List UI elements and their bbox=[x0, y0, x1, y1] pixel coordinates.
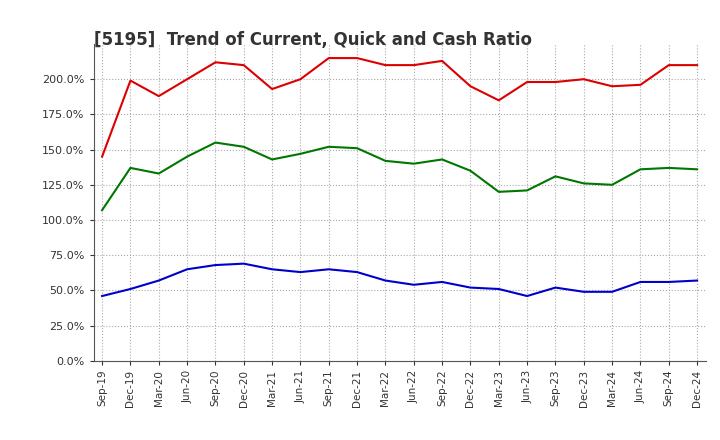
Quick Ratio bbox=[523, 188, 531, 193]
Quick Ratio bbox=[438, 157, 446, 162]
Line: Quick Ratio: Quick Ratio bbox=[102, 143, 697, 210]
Cash Ratio bbox=[325, 267, 333, 272]
Current Ratio bbox=[410, 62, 418, 68]
Quick Ratio bbox=[495, 189, 503, 194]
Quick Ratio bbox=[636, 167, 644, 172]
Current Ratio bbox=[636, 82, 644, 88]
Text: [5195]  Trend of Current, Quick and Cash Ratio: [5195] Trend of Current, Quick and Cash … bbox=[94, 31, 531, 49]
Current Ratio bbox=[268, 86, 276, 92]
Quick Ratio bbox=[296, 151, 305, 157]
Current Ratio bbox=[608, 84, 616, 89]
Cash Ratio bbox=[693, 278, 701, 283]
Quick Ratio bbox=[381, 158, 390, 164]
Cash Ratio bbox=[98, 293, 107, 299]
Current Ratio bbox=[693, 62, 701, 68]
Quick Ratio bbox=[183, 154, 192, 159]
Current Ratio bbox=[381, 62, 390, 68]
Current Ratio bbox=[353, 55, 361, 61]
Cash Ratio bbox=[155, 278, 163, 283]
Current Ratio bbox=[183, 77, 192, 82]
Quick Ratio bbox=[466, 168, 474, 173]
Cash Ratio bbox=[608, 289, 616, 294]
Current Ratio bbox=[126, 78, 135, 83]
Current Ratio bbox=[296, 77, 305, 82]
Current Ratio bbox=[495, 98, 503, 103]
Quick Ratio bbox=[551, 174, 559, 179]
Current Ratio bbox=[240, 62, 248, 68]
Quick Ratio bbox=[410, 161, 418, 166]
Current Ratio bbox=[580, 77, 588, 82]
Current Ratio bbox=[523, 79, 531, 84]
Cash Ratio bbox=[466, 285, 474, 290]
Cash Ratio bbox=[580, 289, 588, 294]
Cash Ratio bbox=[410, 282, 418, 287]
Current Ratio bbox=[155, 93, 163, 99]
Cash Ratio bbox=[636, 279, 644, 285]
Current Ratio bbox=[325, 55, 333, 61]
Quick Ratio bbox=[608, 182, 616, 187]
Cash Ratio bbox=[495, 286, 503, 292]
Line: Cash Ratio: Cash Ratio bbox=[102, 264, 697, 296]
Cash Ratio bbox=[438, 279, 446, 285]
Cash Ratio bbox=[296, 269, 305, 275]
Cash Ratio bbox=[268, 267, 276, 272]
Quick Ratio bbox=[268, 157, 276, 162]
Quick Ratio bbox=[98, 208, 107, 213]
Current Ratio bbox=[466, 84, 474, 89]
Quick Ratio bbox=[693, 167, 701, 172]
Cash Ratio bbox=[211, 262, 220, 268]
Quick Ratio bbox=[126, 165, 135, 171]
Current Ratio bbox=[551, 79, 559, 84]
Current Ratio bbox=[211, 60, 220, 65]
Cash Ratio bbox=[240, 261, 248, 266]
Current Ratio bbox=[665, 62, 673, 68]
Quick Ratio bbox=[155, 171, 163, 176]
Current Ratio bbox=[438, 58, 446, 63]
Quick Ratio bbox=[665, 165, 673, 171]
Cash Ratio bbox=[183, 267, 192, 272]
Quick Ratio bbox=[353, 146, 361, 151]
Cash Ratio bbox=[353, 269, 361, 275]
Cash Ratio bbox=[126, 286, 135, 292]
Quick Ratio bbox=[240, 144, 248, 150]
Quick Ratio bbox=[325, 144, 333, 150]
Current Ratio bbox=[98, 154, 107, 159]
Cash Ratio bbox=[551, 285, 559, 290]
Cash Ratio bbox=[381, 278, 390, 283]
Quick Ratio bbox=[211, 140, 220, 145]
Quick Ratio bbox=[580, 181, 588, 186]
Cash Ratio bbox=[523, 293, 531, 299]
Line: Current Ratio: Current Ratio bbox=[102, 58, 697, 157]
Cash Ratio bbox=[665, 279, 673, 285]
